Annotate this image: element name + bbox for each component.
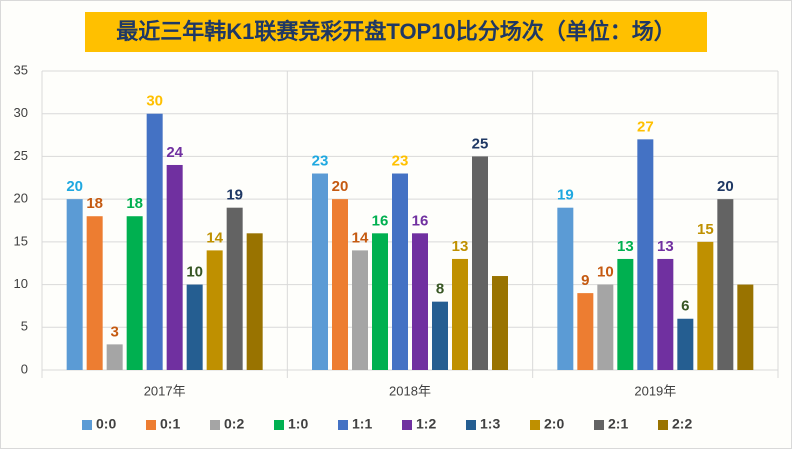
- bar: [577, 293, 594, 370]
- data-label: 23: [392, 152, 409, 169]
- data-label: 19: [226, 187, 243, 204]
- bar: [146, 113, 163, 370]
- data-label: 9: [581, 272, 589, 289]
- data-label: 23: [312, 152, 329, 169]
- bar: [697, 241, 714, 370]
- legend-label: 1:1: [352, 416, 372, 432]
- bar: [452, 258, 468, 370]
- bar: [597, 284, 614, 370]
- y-tick-label: 0: [21, 361, 28, 376]
- legend-label: 1:0: [288, 416, 308, 432]
- bar: [246, 233, 263, 370]
- bar: [332, 199, 348, 370]
- legend-swatch: [146, 420, 156, 430]
- bar: [86, 216, 103, 370]
- data-label: 30: [146, 93, 163, 110]
- bar: [166, 164, 183, 370]
- bar: [372, 233, 388, 370]
- y-tick-label: 10: [14, 276, 28, 291]
- bar: [312, 173, 328, 370]
- bar: [492, 276, 508, 370]
- y-tick-label: 20: [14, 191, 28, 206]
- bar: [557, 207, 574, 370]
- bar: [432, 301, 448, 370]
- data-label: 10: [186, 264, 203, 281]
- title-box: [85, 12, 707, 52]
- x-tick-label: 2018年: [389, 383, 431, 398]
- y-tick-label: 30: [14, 105, 28, 120]
- bar: [677, 318, 694, 370]
- bar: [472, 156, 488, 370]
- bar: [126, 216, 143, 370]
- legend-swatch: [658, 420, 668, 430]
- legend-swatch: [530, 420, 540, 430]
- data-label: 10: [597, 264, 614, 281]
- data-label: 18: [126, 195, 143, 212]
- bar: [617, 258, 634, 370]
- data-label: 6: [681, 298, 689, 315]
- bar: [392, 173, 408, 370]
- x-tick-label: 2019年: [634, 383, 676, 398]
- bar: [206, 250, 223, 370]
- y-tick-label: 5: [21, 319, 28, 334]
- legend-swatch: [594, 420, 604, 430]
- data-label: 19: [557, 187, 574, 204]
- chart-title: 最近三年韩K1联赛竞彩开盘TOP10比分场次（单位：场）: [116, 19, 675, 44]
- bar: [186, 284, 203, 370]
- legend-swatch: [210, 420, 220, 430]
- data-label: 20: [717, 178, 734, 195]
- legend-label: 0:2: [224, 416, 244, 432]
- legend-label: 2:0: [544, 416, 564, 432]
- bar: [106, 344, 123, 370]
- legend-label: 1:3: [480, 416, 500, 432]
- bar: [737, 284, 754, 370]
- legend-label: 2:2: [672, 416, 692, 432]
- legend-swatch: [338, 420, 348, 430]
- legend-swatch: [82, 420, 92, 430]
- y-tick-label: 35: [14, 62, 28, 77]
- y-tick-label: 25: [14, 148, 28, 163]
- data-label: 15: [697, 221, 714, 238]
- data-label: 16: [412, 212, 429, 229]
- legend-swatch: [274, 420, 284, 430]
- bar: [637, 139, 654, 370]
- legend-label: 0:0: [96, 416, 116, 432]
- data-label: 14: [352, 229, 369, 246]
- legend-label: 2:1: [608, 416, 628, 432]
- legend-swatch: [402, 420, 412, 430]
- x-tick-label: 2017年: [144, 383, 186, 398]
- legend-label: 0:1: [160, 416, 180, 432]
- data-label: 20: [66, 178, 83, 195]
- bar: [226, 207, 243, 370]
- data-label: 3: [110, 323, 118, 340]
- data-label: 13: [452, 238, 469, 255]
- data-label: 18: [86, 195, 103, 212]
- bar: [412, 233, 428, 370]
- bar: [657, 258, 674, 370]
- legend-swatch: [466, 420, 476, 430]
- data-label: 27: [637, 118, 654, 135]
- legend-label: 1:2: [416, 416, 436, 432]
- data-label: 8: [436, 281, 444, 298]
- data-label: 13: [617, 238, 634, 255]
- data-label: 24: [166, 144, 183, 161]
- y-tick-label: 15: [14, 233, 28, 248]
- data-label: 13: [657, 238, 674, 255]
- data-label: 14: [206, 229, 223, 246]
- data-label: 20: [332, 178, 349, 195]
- data-label: 16: [372, 212, 389, 229]
- bar: [66, 199, 83, 370]
- bar: [352, 250, 368, 370]
- data-label: 25: [472, 135, 489, 152]
- bar: [717, 199, 734, 370]
